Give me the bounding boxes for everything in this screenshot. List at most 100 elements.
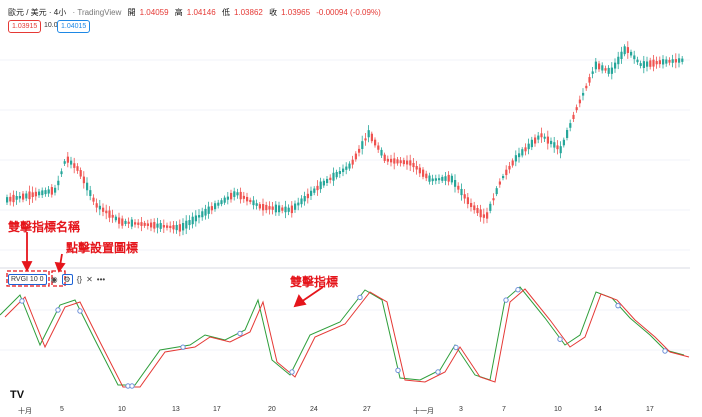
candle-body (479, 209, 482, 218)
candle-body (434, 178, 437, 181)
candle-body (207, 206, 210, 214)
candle-body (380, 149, 383, 156)
candle-body (223, 197, 226, 203)
candle-body (681, 58, 684, 62)
candle-body (281, 207, 284, 211)
more-icon[interactable]: ••• (96, 274, 106, 284)
candle-body (63, 161, 66, 164)
low-label: 低 (221, 8, 230, 17)
candle-body (591, 71, 594, 74)
candle-body (242, 195, 245, 199)
rvgi-indicator-lines[interactable] (0, 286, 690, 389)
candle-body (178, 224, 181, 232)
candle-body (351, 159, 354, 165)
x-axis-label: 17 (646, 406, 654, 413)
crossover-marker (435, 369, 441, 375)
tradingview-logo[interactable]: TV (10, 389, 25, 401)
x-axis-label: 7 (502, 406, 506, 413)
candle-body (623, 46, 626, 55)
candle-body (562, 139, 565, 146)
candle-body (319, 181, 322, 190)
candle-body (652, 59, 655, 67)
candle-body (614, 62, 617, 69)
candle-body (428, 175, 431, 182)
candle-body (140, 222, 143, 226)
candle-body (102, 207, 105, 212)
candle-body (316, 185, 319, 191)
candle-body (649, 60, 652, 67)
candle-body (498, 181, 501, 185)
candle-body (374, 139, 377, 146)
candle-body (188, 220, 191, 226)
candle-body (25, 193, 28, 199)
candle-body (604, 68, 607, 71)
candle-body (12, 194, 15, 203)
change-value: -0.00094 (-0.09%) (316, 8, 381, 17)
candle-body (364, 138, 367, 141)
candle-body (642, 61, 645, 69)
source-code-icon[interactable]: {} (76, 274, 83, 284)
candle-body (217, 202, 220, 206)
candle-body (639, 63, 642, 66)
candle-body (338, 170, 341, 174)
chart-header: 歐元 / 美元 · 4小 · TradingView 開 1.04059 高 1.0… (8, 7, 385, 18)
candle-body (607, 67, 610, 74)
indicator-name[interactable]: RVGI 10 0 (8, 273, 47, 285)
x-axis-label: 5 (60, 406, 64, 413)
high-value: 1.04146 (186, 8, 216, 17)
crossover-marker (395, 367, 401, 374)
candle-body (466, 197, 469, 205)
x-axis-label: 20 (268, 406, 276, 413)
close-icon[interactable]: ✕ (86, 274, 93, 284)
candle-body (105, 210, 108, 214)
candle-body (204, 208, 207, 216)
candle-body (348, 163, 351, 169)
candle-body (28, 191, 31, 200)
candle-body (594, 61, 597, 70)
candle-body (473, 205, 476, 211)
x-axis-label: 十月 (18, 408, 32, 415)
crossover-marker (615, 302, 621, 309)
symbol-title[interactable]: 歐元 / 美元 · 4小 (8, 8, 67, 17)
candle-body (668, 59, 671, 63)
candle-body (345, 166, 348, 170)
candle-body (22, 193, 25, 200)
candle-body (463, 194, 466, 199)
candle-body (665, 59, 668, 64)
crossover-marker (289, 369, 295, 375)
candle-body (521, 149, 524, 156)
crossover-marker (357, 294, 363, 301)
candle-body (9, 196, 12, 202)
candle-body (370, 133, 373, 142)
sell-price-button[interactable]: 1.03915 (8, 20, 42, 33)
candle-body (121, 218, 124, 226)
candle-body (412, 162, 415, 168)
crossover-marker (19, 298, 25, 304)
crossover-marker (77, 308, 83, 314)
candle-body (406, 160, 409, 165)
candle-body (322, 180, 325, 186)
open-label: 開 (127, 8, 136, 17)
candle-body (342, 168, 345, 173)
candle-body (514, 155, 517, 162)
candle-body (399, 160, 402, 164)
candle-body (220, 200, 223, 205)
candle-body (508, 165, 511, 170)
gear-icon[interactable]: ⚙ (61, 273, 73, 285)
candle-body (134, 222, 137, 225)
buy-price-button[interactable]: 1.04015 (57, 20, 91, 33)
candle-body (114, 216, 117, 221)
candle-body (534, 137, 537, 144)
candle-body (249, 199, 252, 203)
candle-body (70, 160, 73, 165)
candle-body (450, 175, 453, 183)
candle-body (418, 167, 421, 174)
highlight-indicator-name (6, 270, 50, 287)
callout-settings-icon: 點擊設置圖標 (66, 241, 139, 255)
candle-body (290, 205, 293, 214)
candle-body (518, 153, 521, 158)
candle-body (633, 55, 636, 60)
eye-icon[interactable]: ◉ (50, 274, 58, 284)
candle-body (226, 196, 229, 200)
